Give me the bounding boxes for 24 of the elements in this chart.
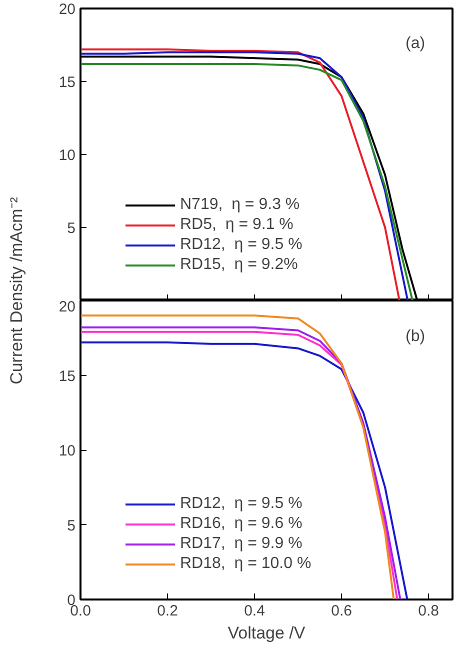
legend-label: RD18, η = 10.0 %	[180, 555, 312, 573]
y-tick-label: 20	[58, 1, 76, 18]
x-tick-label: 0.6	[331, 602, 352, 620]
legend-label: RD12, η = 9.5 %	[180, 495, 302, 513]
y-tick-label: 15	[58, 368, 76, 385]
legend-label: RD5, η = 9.1 %	[180, 216, 294, 234]
y-tick-label: 15	[58, 74, 76, 91]
x-tick-label: 0.2	[157, 602, 178, 620]
y-tick-label: 10	[58, 147, 76, 164]
y-tick-label: 5	[67, 220, 76, 237]
x-axis-title: Voltage /V	[228, 624, 306, 642]
annotation: (a)	[406, 35, 426, 52]
y-tick-label: 10	[58, 442, 76, 460]
y-tick-label: 20	[58, 298, 76, 316]
x-tick-label: 0.8	[418, 602, 440, 620]
legend-label: RD16, η = 9.6 %	[180, 515, 302, 533]
legend-label: RD15, η = 9.2%	[180, 256, 298, 274]
y-tick-label: 5	[67, 517, 76, 534]
annotation: (b)	[406, 328, 426, 345]
legend-label: RD17, η = 9.9 %	[180, 535, 302, 553]
x-tick-label: 0.4	[244, 602, 265, 620]
legend-label: RD12, η = 9.5 %	[180, 236, 302, 254]
legend-label: N719, η = 9.3 %	[180, 196, 300, 214]
y-axis-title: Current Density /mAcm⁻²	[7, 196, 26, 384]
